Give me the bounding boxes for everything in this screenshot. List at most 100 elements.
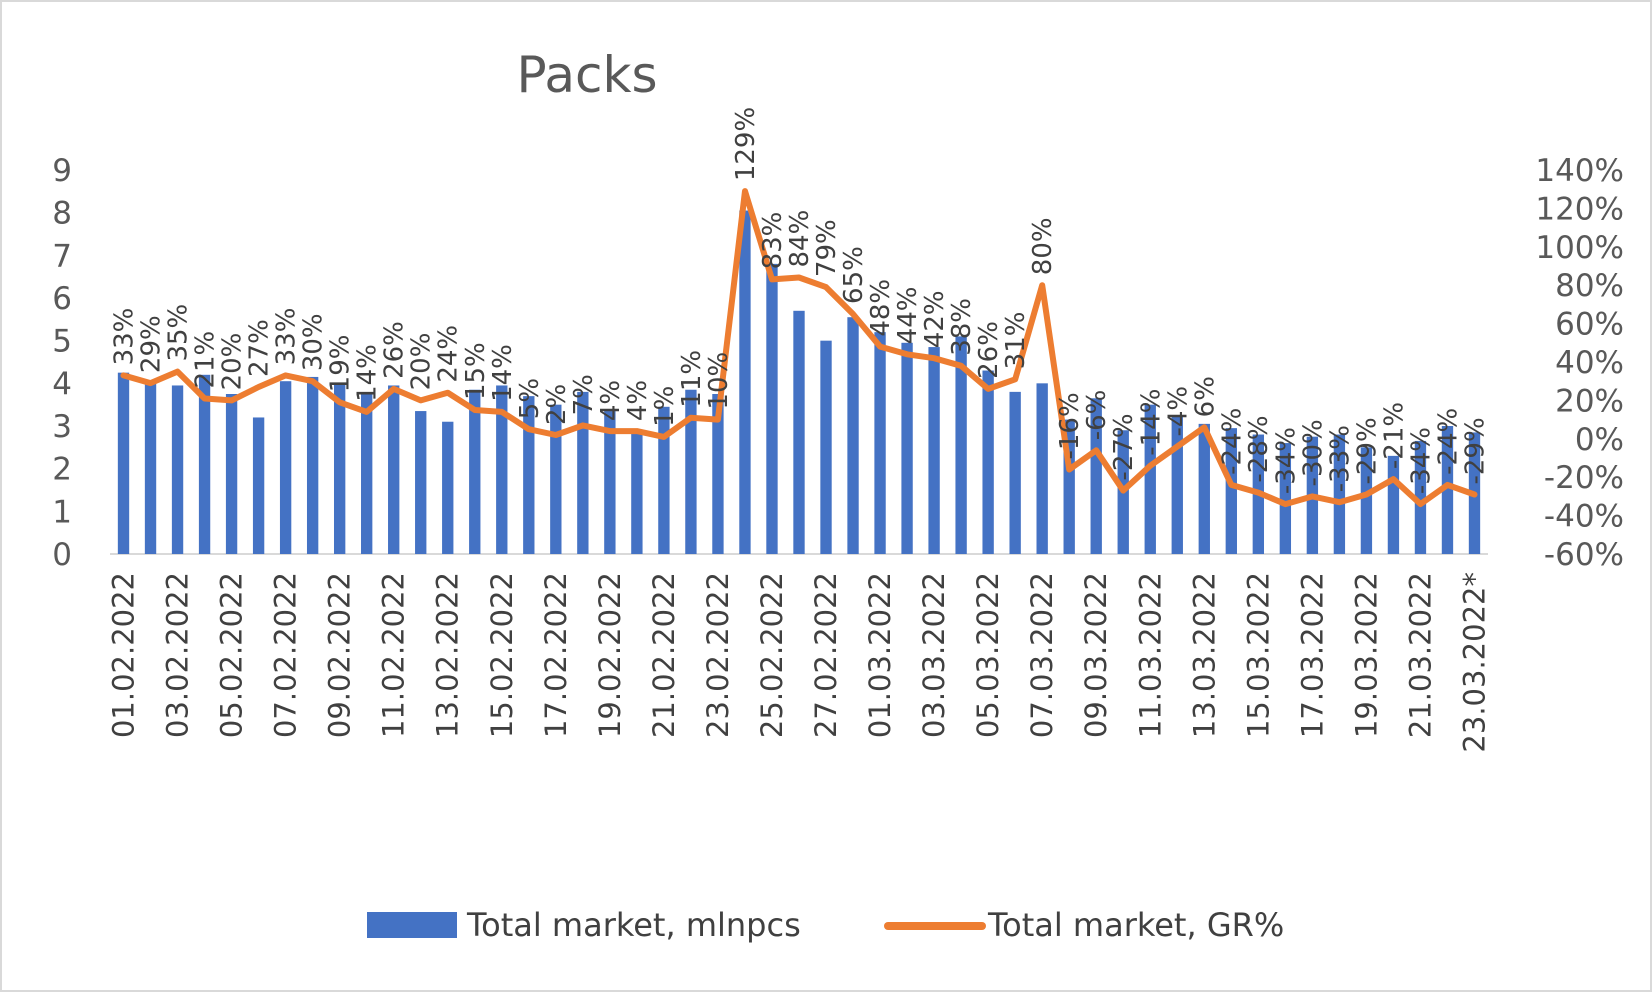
x-tick-label: 13.03.2022 xyxy=(1187,572,1221,738)
x-tick-label: 15.02.2022 xyxy=(485,572,519,738)
bar xyxy=(874,332,886,554)
x-tick-label: 05.03.2022 xyxy=(971,572,1005,738)
y-right-tick-label: 80% xyxy=(1555,268,1624,304)
data-label: -30% xyxy=(1298,419,1328,486)
data-label: 48% xyxy=(866,279,896,337)
data-label: 14% xyxy=(488,344,518,402)
data-label: 65% xyxy=(839,246,869,304)
y-right-tick-label: 40% xyxy=(1555,345,1624,381)
data-label: -29% xyxy=(1460,417,1490,484)
bar xyxy=(198,374,211,554)
bar xyxy=(1414,440,1427,554)
data-label: 21% xyxy=(191,331,221,389)
x-tick-label: 23.02.2022 xyxy=(701,572,735,738)
x-tick-label: 25.02.2022 xyxy=(755,572,789,738)
bar xyxy=(631,432,643,554)
data-label: -34% xyxy=(1271,427,1301,494)
y-right-tick-label: 140% xyxy=(1535,153,1624,189)
x-tick-label: 17.02.2022 xyxy=(539,572,573,738)
bar xyxy=(550,404,562,554)
data-label: 84% xyxy=(785,210,815,268)
data-label: 19% xyxy=(326,335,356,393)
chart-title: Packs xyxy=(516,46,657,104)
data-label: 31% xyxy=(1001,312,1031,370)
bar xyxy=(469,389,481,554)
data-label: 6% xyxy=(1190,376,1220,417)
x-tick-label: 07.03.2022 xyxy=(1025,572,1059,738)
x-tick-label: 09.02.2022 xyxy=(323,572,357,738)
bar xyxy=(117,372,130,554)
y-right-tick-label: 120% xyxy=(1535,191,1624,227)
data-label: 35% xyxy=(164,304,194,362)
legend-label-bars: Total market, mlnpcs xyxy=(466,906,801,944)
data-label: -14% xyxy=(1136,389,1166,456)
y-right-tick-label: 20% xyxy=(1555,383,1624,419)
data-label: 14% xyxy=(353,344,383,402)
x-tick-label: 19.02.2022 xyxy=(593,572,627,738)
y-right-tick-label: 0% xyxy=(1575,422,1624,458)
data-label: 38% xyxy=(947,298,977,356)
x-tick-label: 01.02.2022 xyxy=(107,572,141,738)
bar xyxy=(1198,423,1210,554)
x-tick-label: 27.02.2022 xyxy=(809,572,843,738)
bar xyxy=(658,406,670,554)
data-label: -28% xyxy=(1244,415,1274,482)
data-label: 7% xyxy=(569,374,599,415)
data-label: 33% xyxy=(110,308,140,366)
line-series-gr xyxy=(120,188,1478,508)
y-right-tick-label: -40% xyxy=(1544,499,1624,535)
bar xyxy=(279,381,292,554)
bar xyxy=(604,411,616,554)
bar xyxy=(739,210,751,555)
bar xyxy=(1387,455,1400,554)
bar xyxy=(685,389,697,554)
bar xyxy=(252,417,265,554)
y-left-tick-label: 5 xyxy=(52,324,72,360)
bar xyxy=(901,342,913,554)
data-label: 24% xyxy=(434,325,464,383)
x-tick-label: 13.02.2022 xyxy=(431,572,465,738)
x-tick-label: 23.03.2022* xyxy=(1458,572,1492,753)
bar xyxy=(577,391,589,554)
legend-label-line: Total market, GR% xyxy=(987,906,1284,944)
y-right-tick-label: -60% xyxy=(1544,537,1624,573)
data-label: 129% xyxy=(731,107,761,181)
data-label: -6% xyxy=(1082,390,1112,441)
data-label: -29% xyxy=(1352,417,1382,484)
y-right-tick-label: 100% xyxy=(1535,230,1624,266)
data-label: 11% xyxy=(677,350,707,408)
data-label: 15% xyxy=(461,342,491,400)
x-tick-label: 21.03.2022 xyxy=(1404,572,1438,738)
bar xyxy=(388,385,400,554)
y-left-tick-label: 2 xyxy=(52,452,72,488)
bar xyxy=(712,394,724,554)
legend-swatch-bars xyxy=(367,912,457,938)
data-label: -27% xyxy=(1109,413,1139,480)
bar xyxy=(1036,383,1048,554)
legend: Total market, mlnpcs Total market, GR% xyxy=(367,906,1284,944)
bar xyxy=(982,370,994,554)
data-label: -16% xyxy=(1055,392,1085,459)
x-tick-label: 19.03.2022 xyxy=(1349,572,1383,738)
x-tick-label: 01.03.2022 xyxy=(863,572,897,738)
data-label: 20% xyxy=(218,333,248,391)
bar xyxy=(415,411,427,554)
bar xyxy=(1333,434,1346,554)
bar xyxy=(1360,447,1373,554)
x-tick-label: 17.03.2022 xyxy=(1295,572,1329,738)
data-label: -4% xyxy=(1163,386,1193,437)
bar xyxy=(523,396,535,554)
bar xyxy=(496,385,508,554)
data-label: 27% xyxy=(245,319,275,377)
x-tick-label: 03.03.2022 xyxy=(917,572,951,738)
bar xyxy=(333,383,346,554)
data-label: 44% xyxy=(893,287,923,345)
x-tick-label: 11.03.2022 xyxy=(1133,572,1167,738)
bar xyxy=(1009,391,1021,554)
bar xyxy=(1090,398,1102,554)
bar xyxy=(847,317,859,554)
data-label: 5% xyxy=(515,378,545,419)
bar xyxy=(820,340,832,554)
